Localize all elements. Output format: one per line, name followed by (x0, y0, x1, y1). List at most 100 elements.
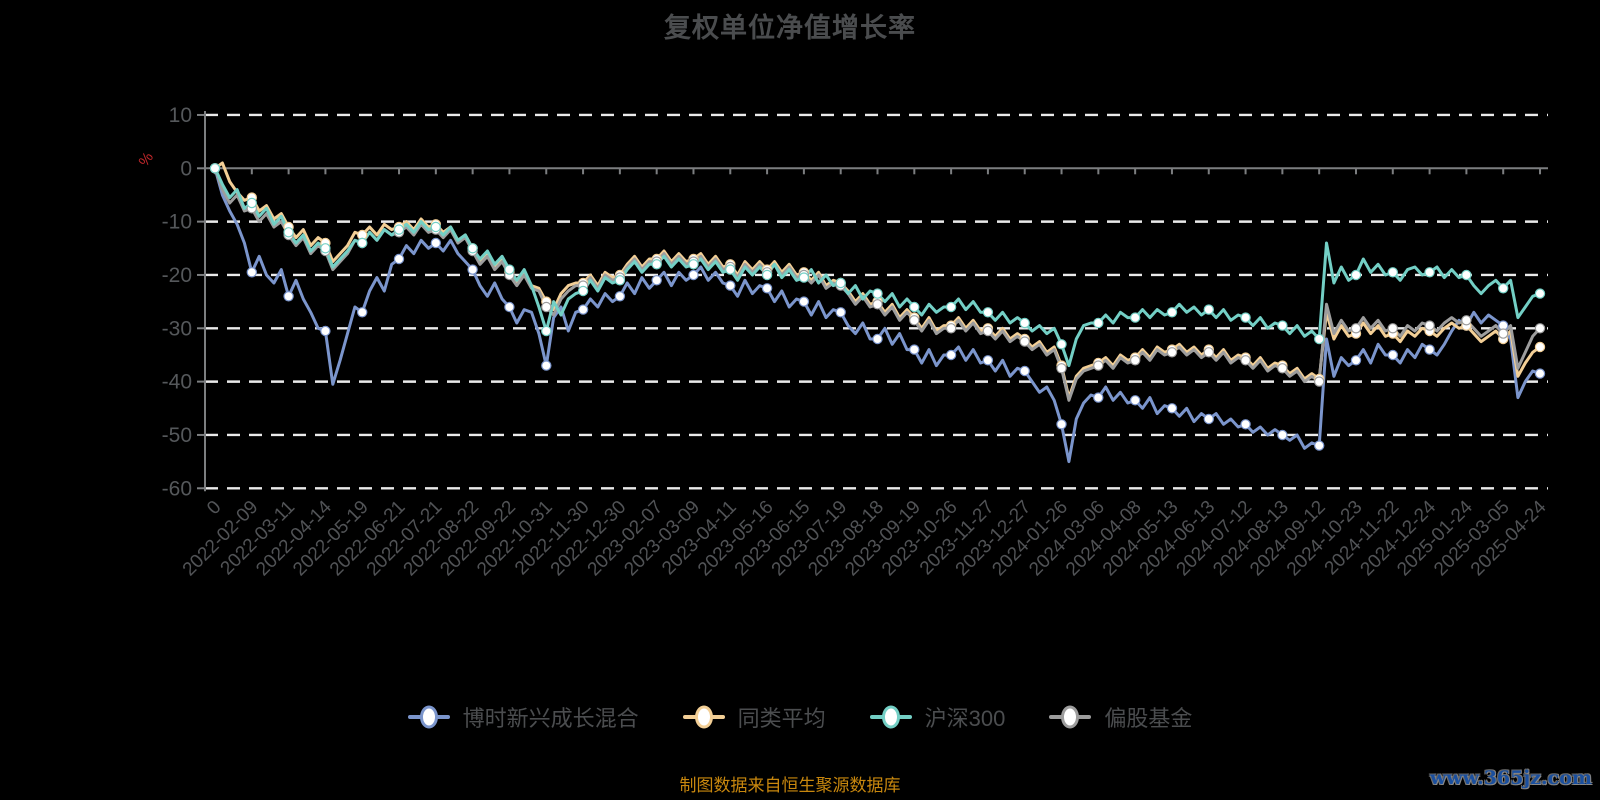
marker-hs300 (283, 227, 294, 238)
marker-hs300 (761, 269, 773, 281)
marker-equity-fund (1534, 323, 1546, 334)
legend-dot-fund (419, 705, 438, 729)
marker-hs300 (541, 325, 552, 337)
marker-hs300 (725, 264, 736, 275)
marker-fund (1534, 368, 1546, 379)
marker-fund (1129, 395, 1141, 406)
page-title: 复权单位净值增长率 (664, 13, 916, 43)
y-tick-label: -20 (162, 264, 192, 287)
series-line-peer-average (213, 161, 1542, 400)
y-tick-label: -40 (162, 371, 192, 394)
marker-equity-fund (1166, 347, 1178, 358)
marker-fund (651, 275, 662, 286)
marker-hs300 (357, 237, 368, 249)
marker-fund (725, 280, 736, 291)
data-source-note: 制图数据来自恒生聚源数据库 (679, 776, 901, 795)
marker-hs300 (909, 301, 920, 313)
marker-peer-average (1534, 341, 1546, 353)
marker-equity-fund (1056, 363, 1067, 374)
marker-equity-fund (1129, 355, 1141, 366)
legend-item-hs300[interactable]: 沪深300 (869, 701, 1006, 733)
legend-label-hs300: 沪深300 (924, 706, 1006, 731)
marker-equity-fund (945, 323, 957, 334)
site-watermark: www.365jz.com (1429, 767, 1592, 789)
marker-hs300 (1056, 339, 1067, 350)
marker-fund (1277, 429, 1288, 441)
marker-fund (945, 349, 957, 361)
legend-item-fund[interactable]: 博时新兴成长混合 (407, 701, 639, 733)
marker-fund (246, 267, 257, 278)
marker-fund (393, 253, 405, 265)
legend-dot-peer-average (694, 705, 713, 729)
marker-fund (283, 291, 294, 302)
marker-hs300 (430, 221, 441, 233)
legend-dot-hs300 (881, 705, 900, 729)
marker-hs300 (945, 301, 957, 313)
series-line-equity-fund (213, 166, 1542, 402)
legend-item-peer-average[interactable]: 同类平均 (682, 701, 826, 733)
growth-chart: 100-10-20-30-40-50-6002022-02-092022-03-… (136, 104, 1551, 580)
marker-hs300 (577, 285, 589, 297)
marker-fund (467, 264, 478, 275)
marker-fund (982, 355, 994, 366)
marker-fund (835, 307, 846, 318)
marker-fund (357, 307, 368, 318)
marker-equity-fund (1093, 360, 1104, 371)
marker-fund (504, 301, 515, 313)
marker-fund (688, 269, 699, 281)
marker-equity-fund (1277, 363, 1288, 374)
marker-hs300 (614, 275, 626, 286)
x-tick-label: 0 (203, 497, 225, 519)
marker-equity-fund (1461, 315, 1472, 326)
marker-fund (1424, 344, 1435, 355)
legend-label-equity-fund: 偏股基金 (1104, 706, 1193, 731)
legend-marker-peer-average (682, 705, 725, 729)
y-tick-label: 0 (180, 157, 192, 180)
marker-hs300 (1093, 317, 1104, 329)
legend-marker-fund (407, 705, 450, 729)
marker-equity-fund (872, 299, 883, 310)
marker-hs300 (835, 277, 846, 289)
marker-fund (872, 333, 883, 345)
y-tick-label: -10 (162, 211, 192, 234)
legend-label-fund: 博时新兴成长混合 (462, 706, 639, 731)
marker-hs300 (1277, 320, 1288, 331)
marker-hs300 (320, 243, 331, 254)
marker-equity-fund (909, 315, 920, 326)
marker-fund (909, 344, 920, 355)
marker-fund (1166, 403, 1178, 414)
marker-fund (1093, 392, 1104, 403)
y-axis-unit-label: % (136, 149, 158, 170)
y-tick-label: -50 (162, 424, 192, 447)
marker-equity-fund (1313, 376, 1325, 387)
marker-hs300 (246, 197, 257, 209)
marker-fund (430, 237, 441, 249)
marker-fund (614, 291, 626, 302)
marker-equity-fund (982, 325, 994, 337)
marker-hs300 (982, 307, 994, 318)
y-tick-label: -30 (162, 317, 192, 340)
marker-hs300 (1203, 304, 1215, 315)
series-line-fund (213, 166, 1542, 464)
marker-fund (798, 296, 810, 307)
marker-fund (1313, 440, 1325, 451)
marker-fund (1056, 419, 1067, 430)
marker-hs300 (651, 259, 662, 270)
y-tick-label: -60 (162, 477, 192, 500)
marker-fund (1387, 349, 1399, 361)
marker-hs300 (1387, 267, 1399, 278)
marker-fund (541, 360, 552, 371)
marker-equity-fund (1424, 320, 1435, 331)
marker-hs300 (1166, 307, 1178, 318)
marker-fund (1019, 365, 1030, 377)
legend-label-peer-average: 同类平均 (737, 706, 826, 731)
marker-fund (577, 304, 589, 315)
marker-hs300 (1240, 312, 1251, 323)
marker-equity-fund (1019, 336, 1030, 347)
marker-fund (1240, 419, 1251, 430)
marker-equity-fund (1240, 355, 1251, 366)
legend-dot-equity-fund (1061, 705, 1080, 729)
legend-item-equity-fund[interactable]: 偏股基金 (1049, 701, 1192, 733)
marker-fund (320, 325, 331, 337)
marker-equity-fund (1387, 323, 1399, 334)
